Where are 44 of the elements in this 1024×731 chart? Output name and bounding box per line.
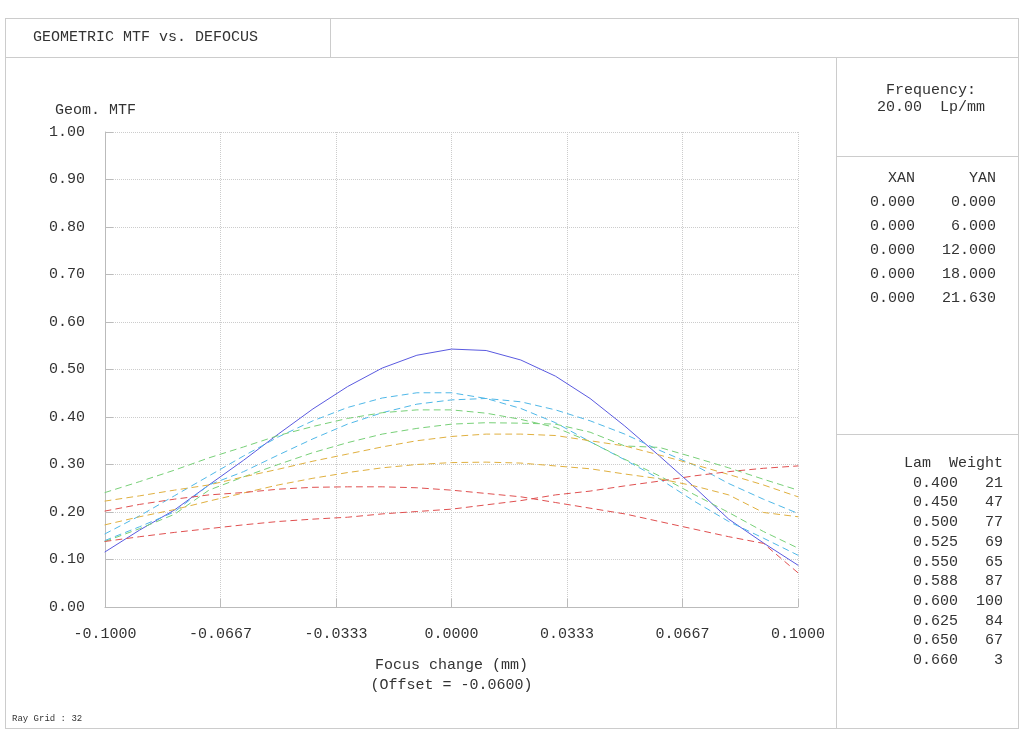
text: 0.588 87 [912, 573, 1003, 591]
text: 0.400 21 [912, 474, 1003, 492]
y-tick-label: 0.10 [48, 551, 85, 568]
x-axis-title: Focus change (mm) (Offset = -0.0600) [370, 656, 533, 694]
y-tick-label: 0.80 [48, 218, 85, 236]
x-tick-label: 0.0667 [655, 626, 710, 643]
x-tick-label: -0.0667 [188, 626, 252, 643]
y-tick-label: 0.90 [48, 171, 85, 188]
line-series [104, 348, 799, 566]
text: 0.600 100 [912, 592, 1003, 610]
y-tick-label: 0.50 [48, 361, 85, 378]
text: Frequency: [885, 82, 977, 99]
x-tick-label: 0.0000 [424, 626, 479, 643]
text: 0.500 77 [912, 514, 1003, 532]
x-tick-label: -0.0333 [304, 626, 368, 643]
y-tick-label: 0.30 [48, 456, 85, 473]
x-tick-label: 0.0333 [539, 626, 594, 643]
text: 0.525 69 [912, 533, 1003, 551]
y-tick-label: 0.70 [48, 266, 85, 283]
text: 0.000 21.630 [868, 290, 996, 307]
y-tick-label: 0.40 [48, 408, 85, 426]
y-tick-label: 0.60 [48, 313, 85, 331]
text: 0.000 18.000 [868, 266, 996, 283]
y-axis-title: Geom. MTF [55, 102, 137, 119]
text: Ray Grid : 32 [12, 714, 83, 724]
x-tick-label: -0.1000 [73, 626, 137, 643]
text: 0.450 47 [912, 494, 1003, 512]
text: 0.660 3 [912, 652, 1003, 669]
line-series [104, 433, 799, 502]
text: Lam Weight [902, 455, 1003, 472]
y-tick-label: 0.20 [48, 503, 85, 521]
text: 0.000 0.000 [868, 194, 996, 211]
line-series [104, 461, 799, 526]
text: 0.000 12.000 [868, 242, 996, 259]
y-tick-label: 1.00 [48, 123, 85, 141]
x-tick-label: 0.1000 [770, 626, 826, 643]
y-tick-label: 0.00 [48, 598, 85, 616]
text: 0.550 65 [912, 553, 1003, 571]
chart-title: GEOMETRIC MTF vs. DEFOCUS [33, 29, 259, 46]
text: 20.00 Lp/mm [876, 99, 986, 116]
text: XAN YAN [886, 170, 996, 187]
text: 0.625 84 [912, 612, 1003, 630]
text: 0.650 67 [912, 632, 1003, 650]
text: 0.000 6.000 [868, 218, 996, 235]
